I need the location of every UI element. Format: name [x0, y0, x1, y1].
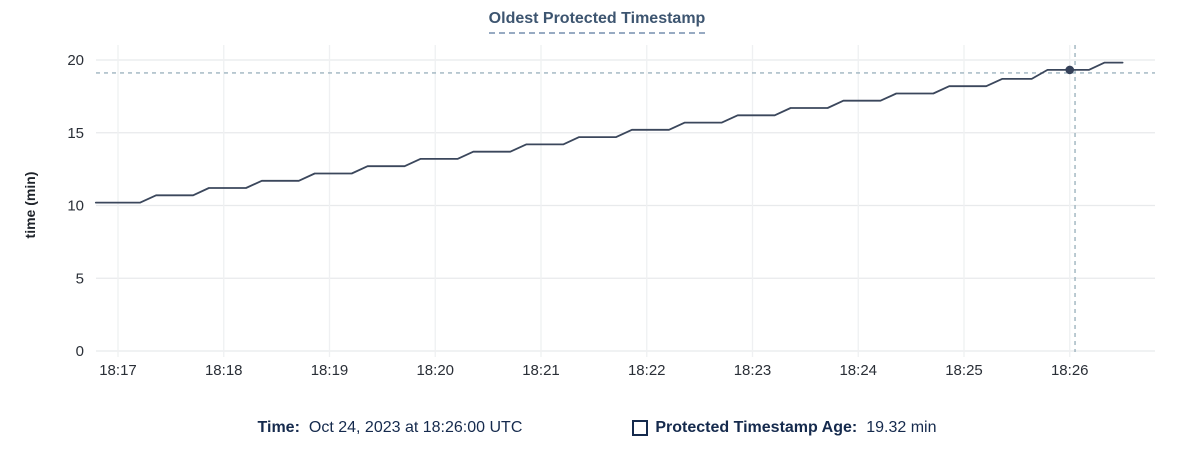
hover-point-dot — [1065, 65, 1075, 75]
y-tick-label: 10 — [67, 198, 84, 215]
series-lines — [94, 61, 1124, 204]
vertical-gridlines — [117, 45, 1071, 357]
hover-crosshair — [96, 45, 1155, 352]
tooltip-time: Time: Oct 24, 2023 at 18:26:00 UTC — [258, 419, 523, 437]
y-tick-label: 15 — [67, 125, 84, 142]
y-tick-label: 20 — [67, 52, 84, 69]
x-axis-tick-labels: 18:17 18:18 18:19 18:20 18:21 18:22 18:23 18:24… — [99, 362, 1088, 379]
legend-series-item[interactable]: Protected Timestamp Age: 19.32 min — [632, 419, 936, 437]
x-tick-label: 18:23 — [734, 362, 772, 379]
x-tick-label: 18:18 — [205, 362, 243, 379]
y-tick-label: 0 — [76, 343, 84, 360]
x-tick-label: 18:24 — [839, 362, 877, 379]
x-tick-label: 18:21 — [522, 362, 560, 379]
y-axis-tick-labels: 0 5 10 15 20 — [67, 52, 84, 360]
series-label: Protected Timestamp Age: — [655, 419, 858, 436]
x-tick-label: 18:26 — [1051, 362, 1089, 379]
x-tick-label: 18:20 — [416, 362, 454, 379]
x-tick-label: 18:25 — [945, 362, 983, 379]
tooltip-time-label: Time: — [257, 419, 300, 436]
chart-tooltip-legend: Time: Oct 24, 2023 at 18:26:00 UTC Prote… — [0, 419, 1194, 437]
series-line — [94, 61, 1124, 204]
chart-title-row: Oldest Protected Timestamp — [0, 10, 1194, 34]
tooltip-time-value: Oct 24, 2023 at 18:26:00 UTC — [308, 419, 523, 436]
x-tick-label: 18:22 — [628, 362, 666, 379]
plot-area[interactable] — [96, 45, 1155, 357]
y-axis-label: time (min) — [22, 172, 38, 239]
x-tick-label: 18:17 — [99, 362, 137, 379]
series-value: 19.32 min — [866, 419, 937, 436]
series-swatch-icon — [632, 420, 649, 436]
y-tick-label: 5 — [76, 270, 84, 287]
chart-title[interactable]: Oldest Protected Timestamp — [488, 10, 706, 34]
x-tick-label: 18:19 — [311, 362, 349, 379]
